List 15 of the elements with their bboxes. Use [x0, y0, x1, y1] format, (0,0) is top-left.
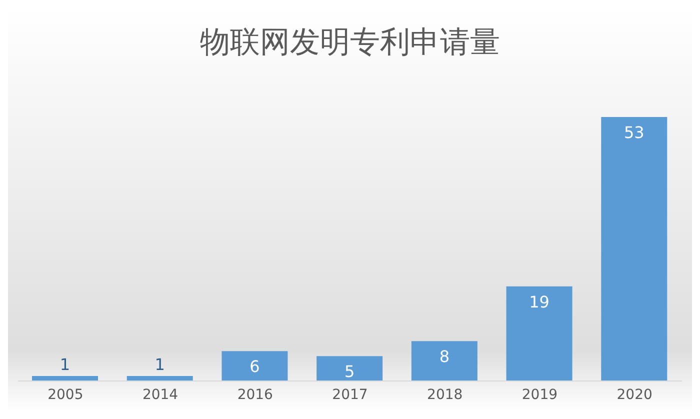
data-label: 53 — [624, 123, 644, 142]
data-label: 6 — [250, 357, 260, 376]
x-tick-label: 2017 — [332, 386, 368, 403]
x-tick-label: 2016 — [237, 386, 274, 403]
data-label: 1 — [154, 355, 165, 374]
x-tick-label: 2018 — [427, 386, 463, 403]
x-tick-label: 2019 — [522, 386, 558, 403]
data-label: 19 — [529, 292, 550, 312]
x-tick-label: 2005 — [48, 386, 84, 403]
chart-title: 物联网发明专利申请量 — [199, 24, 501, 62]
data-label: 1 — [60, 355, 70, 374]
data-label: 5 — [344, 362, 355, 382]
x-tick-label: 2014 — [142, 386, 178, 403]
data-label: 8 — [439, 347, 450, 366]
x-tick-label: 2020 — [616, 386, 652, 403]
